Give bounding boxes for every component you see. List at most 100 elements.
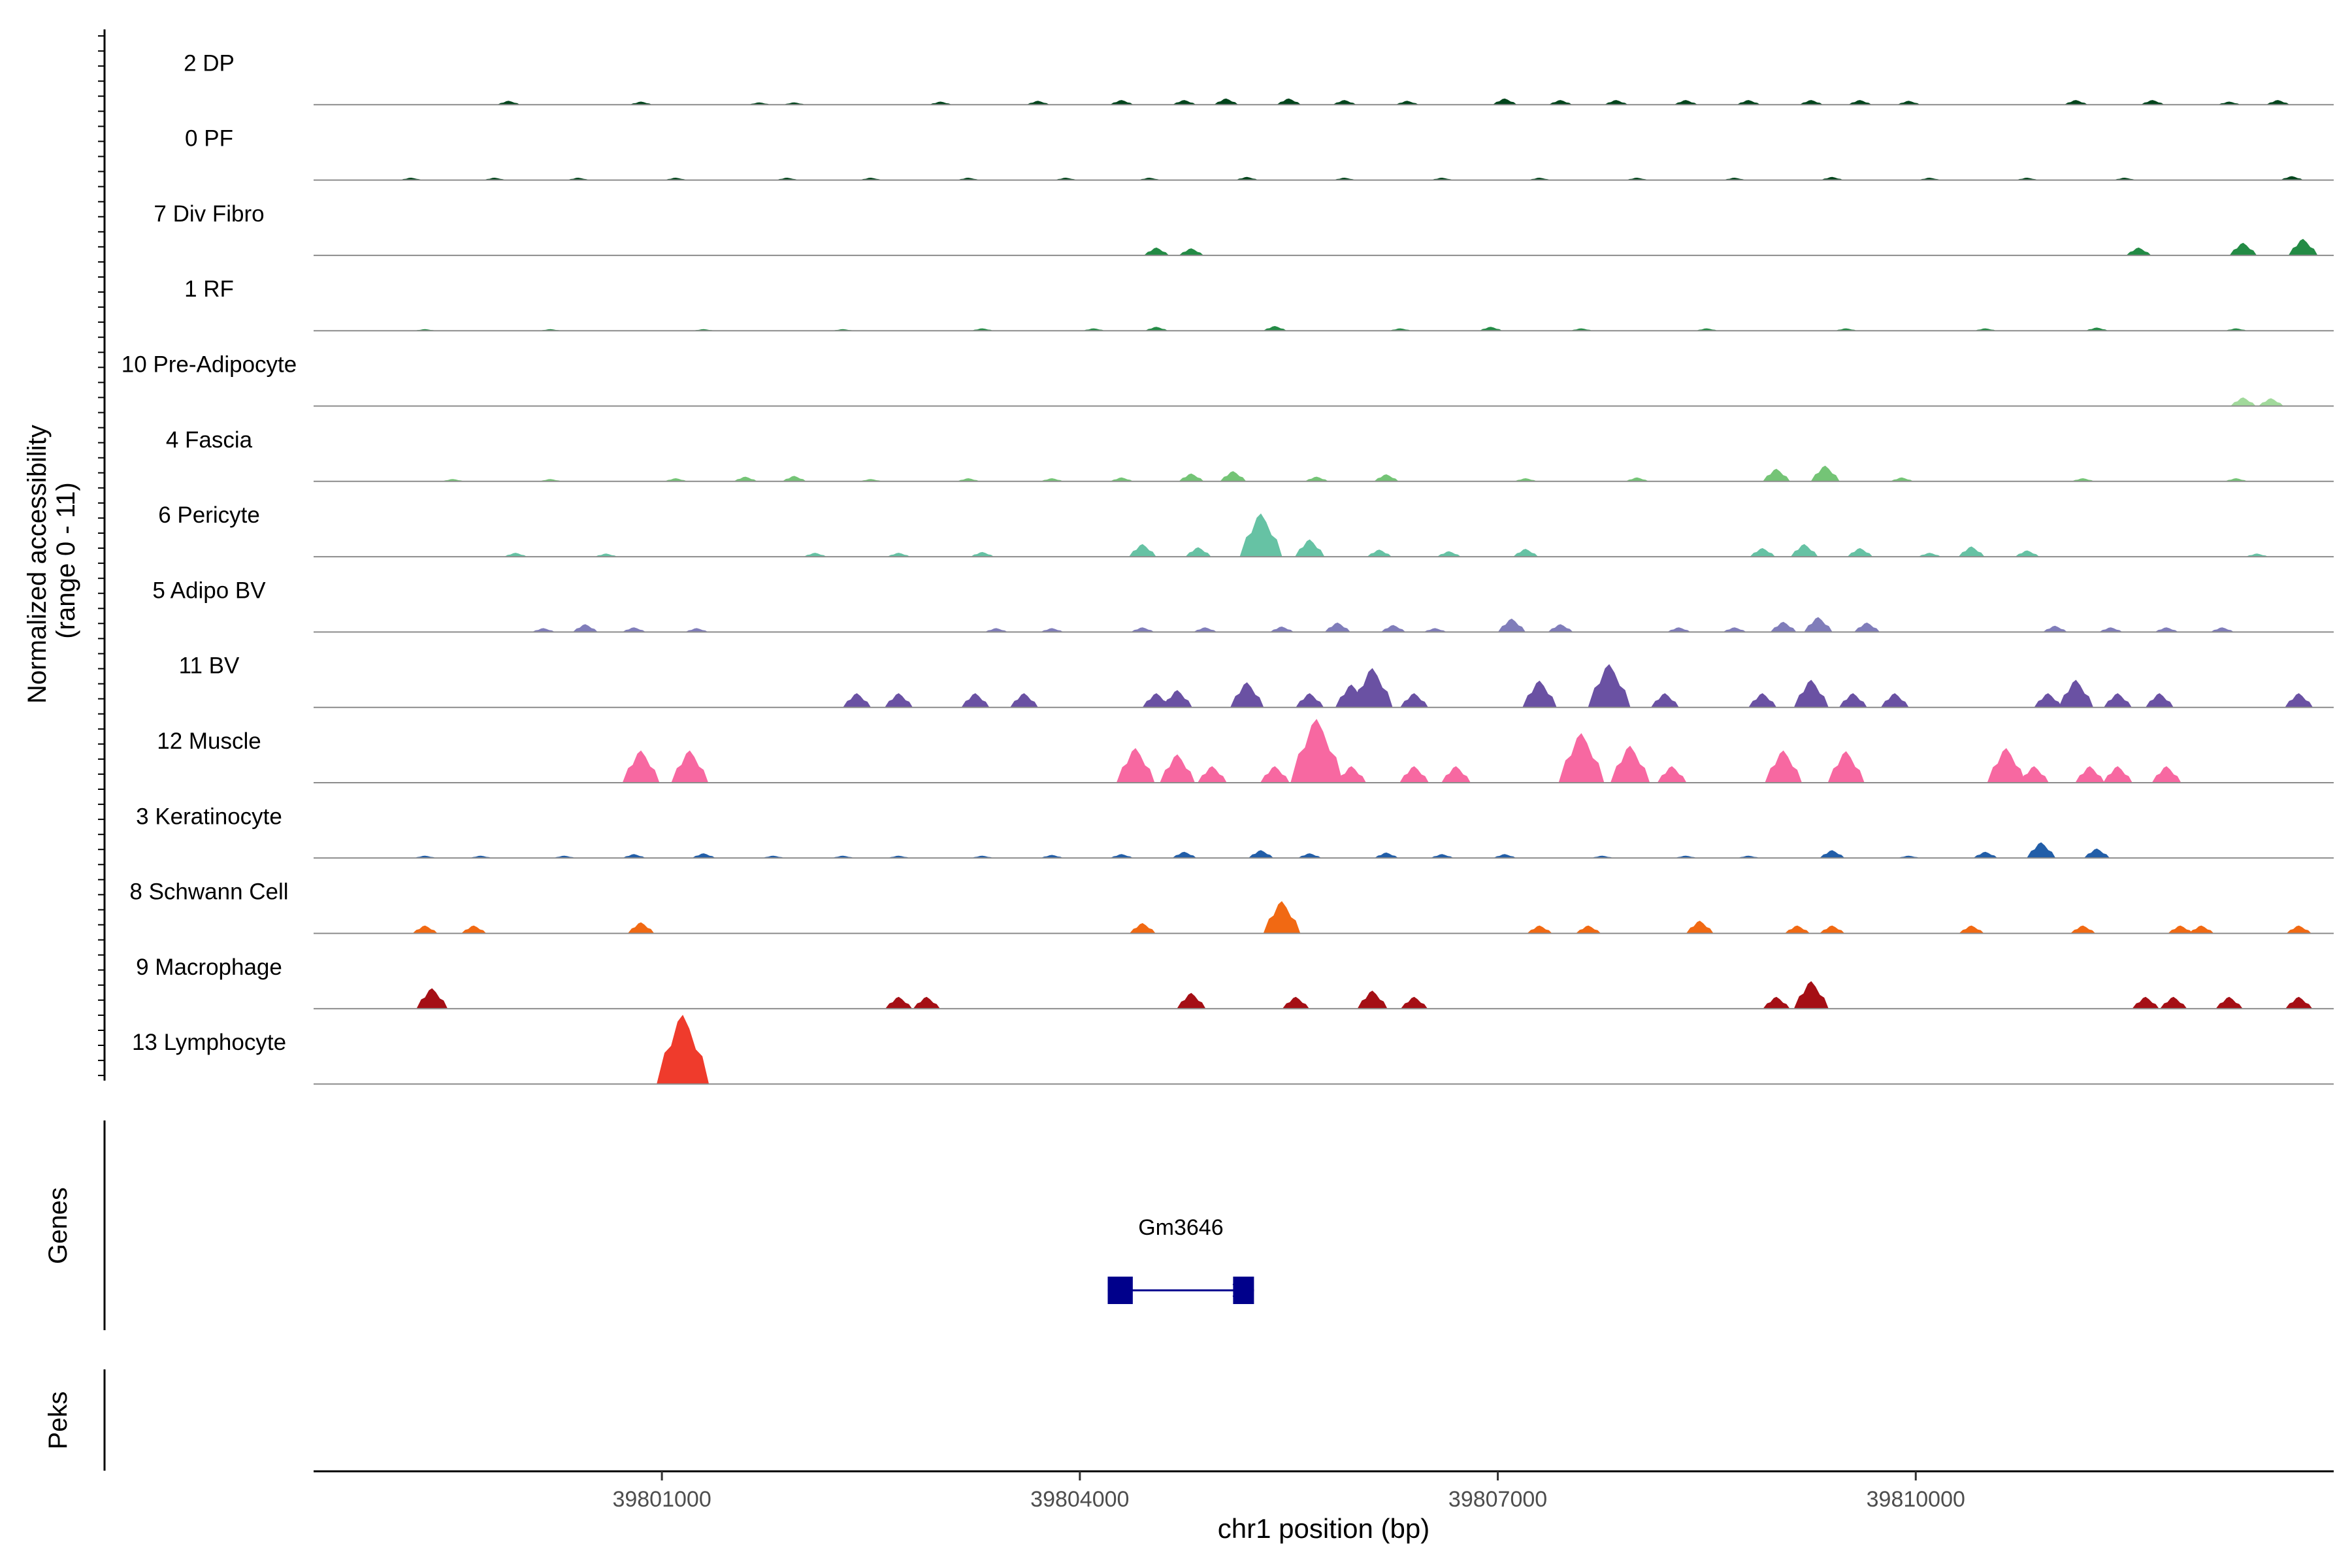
track-4: 10 Pre-Adipocyte <box>122 352 2334 407</box>
track-label: 6 Pericyte <box>158 502 260 528</box>
peak <box>1548 100 1573 105</box>
peak <box>1548 624 1573 632</box>
track-label: 3 Keratinocyte <box>136 804 282 829</box>
peak <box>2189 925 2214 934</box>
peak <box>1374 474 1399 482</box>
peak <box>1605 100 1628 105</box>
peak <box>1177 992 1206 1009</box>
track-label: 10 Pre-Adipocyte <box>122 352 297 378</box>
peak <box>1785 925 1810 934</box>
peak <box>2217 101 2241 105</box>
track-label: 8 Schwann Cell <box>129 879 288 905</box>
peak <box>2027 842 2056 858</box>
peak <box>1380 625 1406 632</box>
peak <box>1558 733 1605 783</box>
peak <box>970 551 994 557</box>
peak <box>1235 176 1258 180</box>
peak <box>2083 848 2110 858</box>
peak <box>2266 100 2290 105</box>
peak <box>1173 100 1196 105</box>
peak <box>627 922 655 934</box>
peak <box>622 627 646 632</box>
peak <box>2059 679 2093 708</box>
peak <box>1737 100 1761 105</box>
peak <box>2288 238 2318 255</box>
peak <box>1239 513 1282 557</box>
peak <box>2246 553 2268 557</box>
peak <box>1198 766 1227 783</box>
peak <box>2229 242 2257 255</box>
peak <box>664 478 687 482</box>
peak <box>1041 478 1064 482</box>
peak <box>1337 766 1366 783</box>
peak <box>1352 668 1393 708</box>
peak <box>416 988 448 1009</box>
peak <box>1790 544 1818 557</box>
peak <box>1973 851 1998 858</box>
track-label: 5 Adipo BV <box>152 578 266 603</box>
peak <box>1804 617 1833 632</box>
peak <box>1492 98 1517 105</box>
peak <box>2280 176 2304 180</box>
x-tick-label: 39810000 <box>1867 1487 1965 1512</box>
peak <box>1667 627 1691 632</box>
genes-label: Genes <box>44 1187 73 1264</box>
peak <box>1810 465 1840 482</box>
peak <box>1748 693 1777 708</box>
peak <box>1277 98 1301 105</box>
peak <box>2019 766 2049 783</box>
y-axis-label: Normalized accessibility (range 0 - 11) <box>23 417 80 704</box>
peak <box>1333 100 1356 105</box>
peak <box>1357 990 1388 1009</box>
peak <box>1374 852 1399 858</box>
peak <box>1260 766 1290 783</box>
peak <box>1298 853 1322 858</box>
peak <box>1129 544 1156 557</box>
peak <box>1193 627 1217 632</box>
peak <box>1897 101 1921 105</box>
peak <box>2215 996 2243 1009</box>
peak <box>1513 549 1539 557</box>
peak <box>1131 627 1154 632</box>
track-label: 11 BV <box>179 653 240 679</box>
track-5: 4 Fascia <box>166 427 2334 482</box>
peak <box>1987 748 2026 783</box>
track-0: 2 DP <box>184 50 2334 106</box>
peak <box>657 1015 710 1085</box>
peak <box>1269 627 1294 632</box>
peak <box>692 853 715 858</box>
peak <box>1959 925 1984 934</box>
track-6: 6 Pericyte <box>158 502 2334 558</box>
peak <box>1185 547 1211 557</box>
peak <box>1723 627 1746 632</box>
peak <box>2155 627 2178 632</box>
peak <box>622 750 660 783</box>
peak <box>623 854 645 858</box>
peak <box>1770 621 1797 632</box>
peak <box>2285 693 2313 708</box>
peak <box>2259 398 2283 406</box>
peak <box>1848 100 1872 105</box>
peak <box>2104 693 2132 708</box>
x-tick-label: 39807000 <box>1448 1487 1547 1512</box>
track-1: 0 PF <box>185 126 2334 181</box>
peak <box>2085 327 2108 331</box>
peak <box>1820 925 1845 934</box>
track-label: 12 Muscle <box>157 728 261 754</box>
peak <box>1763 996 1790 1009</box>
peak <box>1290 719 1343 783</box>
peak <box>2034 693 2063 708</box>
peak <box>1514 478 1537 482</box>
peak <box>1441 766 1471 783</box>
peak <box>1400 693 1428 708</box>
peak <box>1576 925 1601 934</box>
peak <box>1838 693 1867 708</box>
peak <box>843 693 871 708</box>
peak <box>1220 471 1247 482</box>
peak <box>1527 925 1552 934</box>
peak <box>412 925 438 934</box>
peak <box>1144 247 1169 255</box>
peak <box>497 101 520 105</box>
peak <box>1430 854 1454 858</box>
track-11: 8 Schwann Cell <box>129 879 2334 934</box>
